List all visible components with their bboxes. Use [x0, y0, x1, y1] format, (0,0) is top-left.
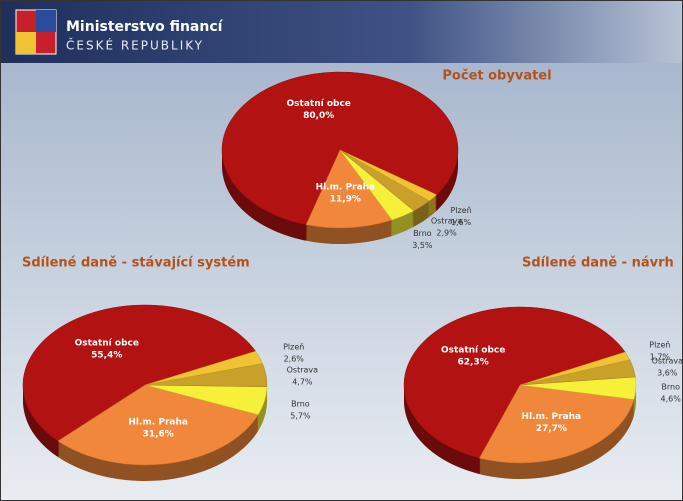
value-label: 55,4% — [91, 350, 122, 360]
chart-title: Sdílené daně - návrh — [522, 256, 674, 271]
emblem — [36, 10, 56, 32]
slice-label: Hl.m. Praha — [316, 182, 376, 192]
slice-label: Ostatní obce — [287, 99, 351, 109]
emblem — [16, 32, 36, 54]
header-subtitle: ČESKÉ REPUBLIKY — [66, 38, 204, 53]
slice-label: Brno — [413, 229, 432, 238]
value-label: 4,6% — [661, 395, 682, 404]
slice-label: Brno — [291, 399, 310, 408]
value-label: 2,9% — [436, 228, 457, 237]
slide: Ministerstvo financí ČESKÉ REPUBLIKY Ost… — [0, 0, 683, 501]
value-label: 3,5% — [412, 241, 433, 250]
value-label: 27,7% — [536, 424, 567, 434]
value-label: 1,6% — [451, 218, 472, 227]
slice-label: Plzeň — [283, 341, 304, 351]
value-label: 1,7% — [650, 353, 671, 362]
value-label: 31,6% — [143, 430, 174, 440]
value-label: 5,7% — [290, 411, 311, 420]
chart-title: Počet obyvatel — [442, 69, 551, 84]
value-label: 62,3% — [458, 357, 489, 367]
header-title: Ministerstvo financí — [66, 19, 224, 35]
chart-title: Sdílené daně - stávající systém — [22, 256, 250, 271]
value-label: 4,7% — [292, 378, 313, 387]
slice-label: Hl.m. Praha — [522, 412, 582, 422]
slice-label: Ostrava — [287, 366, 319, 375]
slice-label: Brno — [661, 383, 680, 392]
slice-label: Plzeň — [649, 340, 670, 350]
value-label: 3,6% — [657, 369, 678, 378]
value-label: 80,0% — [303, 111, 334, 121]
value-label: 11,9% — [330, 194, 361, 204]
slice-label: Plzeň — [450, 205, 471, 215]
value-label: 2,6% — [284, 354, 305, 363]
slice-label: Ostatní obce — [441, 345, 505, 355]
slice-label: Hl.m. Praha — [128, 418, 188, 428]
slice-label: Ostatní obce — [75, 338, 139, 348]
